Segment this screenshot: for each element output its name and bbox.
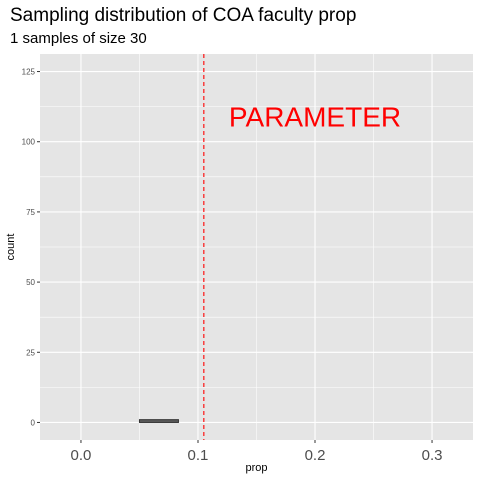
y-tick-label: 100 xyxy=(22,138,36,147)
x-axis-label: prop xyxy=(245,462,267,474)
y-tick-label: 50 xyxy=(26,278,35,287)
x-tick-label: 0.1 xyxy=(188,447,209,464)
x-axis-ticks: 0.0 0.1 0.2 0.3 xyxy=(71,440,443,464)
major-gridlines xyxy=(40,54,473,440)
parameter-annotation: PARAMETER xyxy=(229,101,401,132)
x-tick-label: 0.3 xyxy=(422,447,443,464)
histogram-bars xyxy=(138,419,179,423)
y-axis-ticks: 0 25 50 75 100 125 xyxy=(22,68,40,427)
chart-subtitle: 1 samples of size 30 xyxy=(10,30,147,47)
y-tick-label: 25 xyxy=(26,348,35,357)
x-tick-label: 0.2 xyxy=(305,447,326,464)
histogram-bar xyxy=(138,419,179,423)
minor-gridlines xyxy=(40,54,473,440)
y-tick-label: 0 xyxy=(31,418,36,427)
x-tick-label: 0.0 xyxy=(71,447,92,464)
chart-title: Sampling distribution of COA faculty pro… xyxy=(10,5,356,26)
y-tick-label: 125 xyxy=(22,68,36,77)
y-tick-label: 75 xyxy=(26,208,35,217)
y-axis-label: count xyxy=(5,234,17,261)
